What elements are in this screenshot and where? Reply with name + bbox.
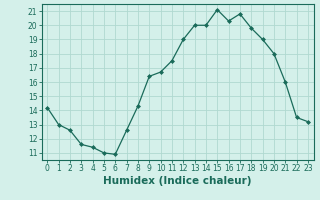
X-axis label: Humidex (Indice chaleur): Humidex (Indice chaleur)	[103, 176, 252, 186]
